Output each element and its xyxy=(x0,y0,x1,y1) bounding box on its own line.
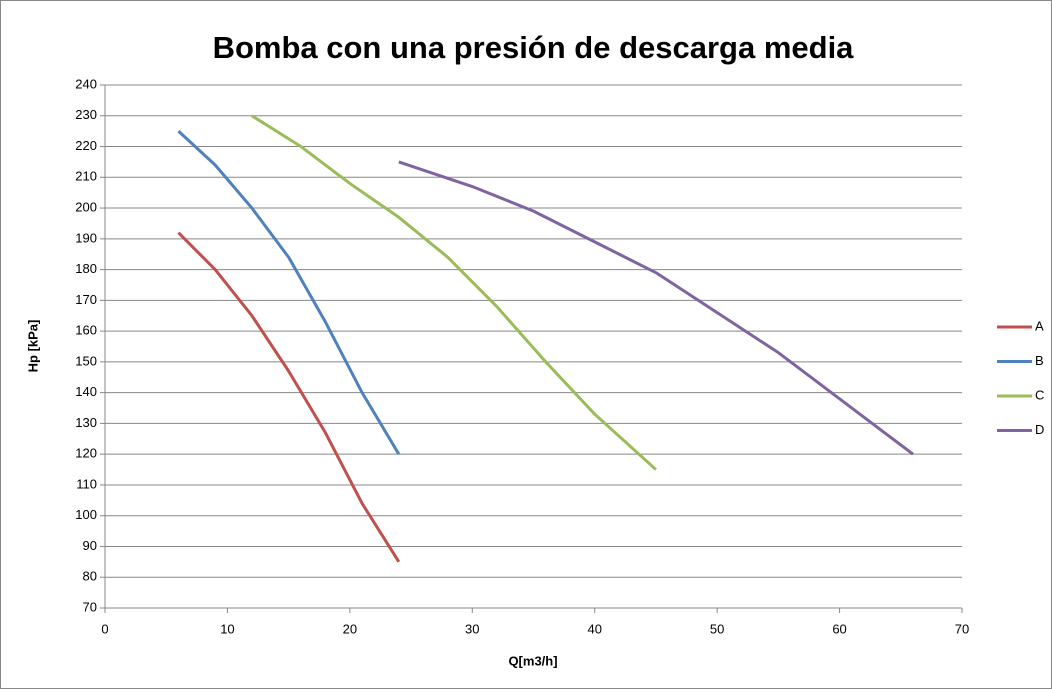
legend-label: D xyxy=(1035,422,1044,437)
y-tick-label: 150 xyxy=(75,353,97,368)
legend-label: C xyxy=(1035,387,1044,402)
y-tick-label: 180 xyxy=(75,261,97,276)
y-tick-label: 100 xyxy=(75,507,97,522)
legend-label: B xyxy=(1035,353,1044,368)
series-line xyxy=(398,160,914,456)
x-tick-label: 20 xyxy=(343,621,357,636)
y-tick-label: 120 xyxy=(75,446,97,461)
y-tick-label: 130 xyxy=(75,415,97,430)
chart-title: Bomba con una presión de descarga media xyxy=(213,30,855,65)
y-axis-label: Hp [kPa] xyxy=(25,320,40,373)
x-tick-label: 30 xyxy=(465,621,479,636)
x-tick-label: 10 xyxy=(220,621,234,636)
x-tick-label: 60 xyxy=(832,621,846,636)
y-tick-label: 170 xyxy=(75,292,97,307)
series-line xyxy=(251,114,657,471)
series-line xyxy=(177,130,401,455)
y-tick-label: 210 xyxy=(75,169,97,184)
y-tick-label: 160 xyxy=(75,323,97,338)
y-tick-label: 140 xyxy=(75,384,97,399)
y-tick-label: 80 xyxy=(83,569,97,584)
x-tick-label: 0 xyxy=(101,621,108,636)
y-tick-label: 200 xyxy=(75,199,97,214)
x-tick-label: 40 xyxy=(587,621,601,636)
legend-label: A xyxy=(1035,318,1044,333)
x-tick-label: 50 xyxy=(710,621,724,636)
y-tick-label: 190 xyxy=(75,230,97,245)
y-tick-label: 90 xyxy=(83,538,97,553)
x-axis-label: Q[m3/h] xyxy=(508,653,557,668)
y-tick-label: 230 xyxy=(75,107,97,122)
y-tick-label: 220 xyxy=(75,138,97,153)
x-tick-label: 70 xyxy=(955,621,969,636)
y-tick-label: 110 xyxy=(76,476,97,491)
y-tick-label: 240 xyxy=(75,76,97,91)
y-tick-label: 70 xyxy=(83,599,97,614)
series-line xyxy=(177,231,401,563)
